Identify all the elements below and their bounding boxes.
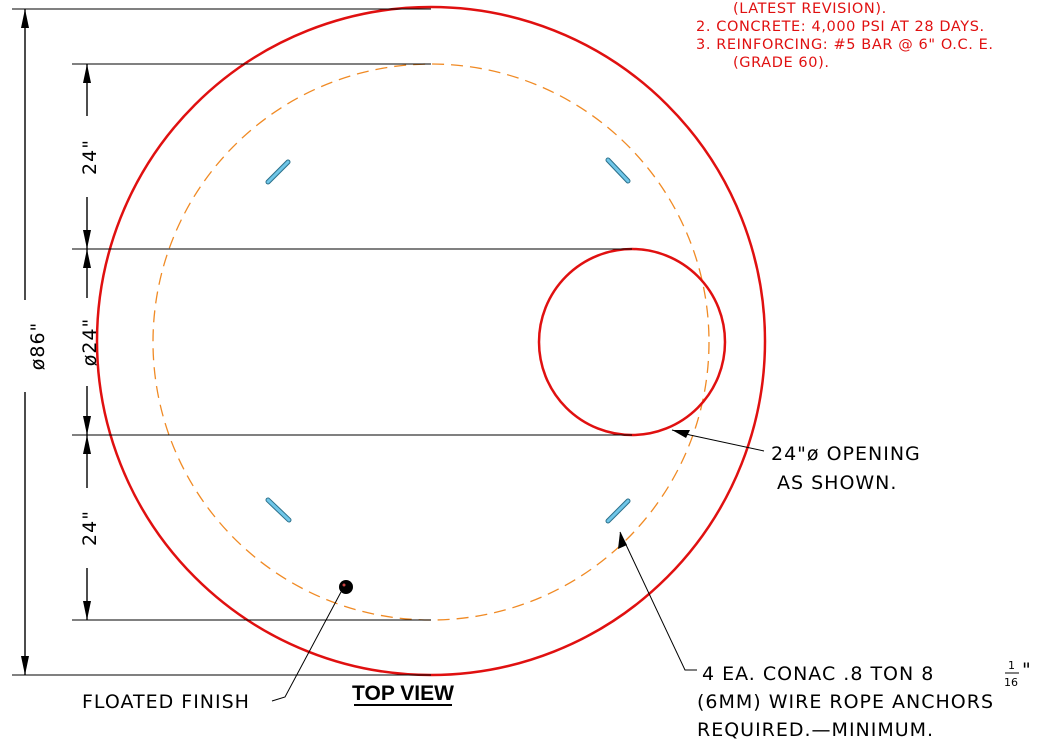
note-line-4: (GRADE 60). xyxy=(733,55,830,71)
dimension-overall-label: ø86" xyxy=(27,322,49,371)
dimension-opening-label: ø24" xyxy=(79,318,101,367)
anchor-top-left xyxy=(268,162,288,182)
callout-anchors-text: 4 EA. CONAC .8 TON 8 xyxy=(702,663,934,685)
callout-opening-line-1: 24"ø OPENING xyxy=(771,443,921,465)
callout-anchors-frac-num: 1 xyxy=(1008,659,1015,672)
note-line-3: 3. REINFORCING: #5 BAR @ 6" O.C. E. xyxy=(696,37,994,53)
leader-floated-finish xyxy=(272,592,341,701)
outer-slab-circle xyxy=(97,7,765,675)
anchor-top-right xyxy=(608,160,628,181)
note-line-1: (LATEST REVISION). xyxy=(733,1,887,17)
wire-rope-anchors xyxy=(268,160,628,521)
general-notes: (LATEST REVISION). 2. CONCRETE: 4,000 PS… xyxy=(696,1,994,71)
callout-anchors-line-3: REQUIRED.—MINIMUM. xyxy=(697,719,934,740)
note-line-2: 2. CONCRETE: 4,000 PSI AT 28 DAYS. xyxy=(696,19,985,35)
opening-circle xyxy=(539,249,725,435)
dimension-bottom-label: 24" xyxy=(79,510,101,546)
floated-finish-marker xyxy=(339,580,353,594)
callout-anchors-frac-den: 16 xyxy=(1004,676,1018,689)
callout-opening-line-2: AS SHOWN. xyxy=(777,472,897,494)
view-title: TOP VIEW xyxy=(352,682,454,705)
inner-hidden-circle xyxy=(153,64,709,620)
callout-anchors-inch: " xyxy=(1022,659,1032,681)
callout-floated-finish: FLOATED FINISH xyxy=(82,691,250,713)
dimension-opening: ø24" xyxy=(79,249,101,435)
callout-anchors-line-1: 4 EA. CONAC .8 TON 8 xyxy=(702,663,934,685)
dimension-top-label: 24" xyxy=(79,139,101,175)
dimension-bottom: 24" xyxy=(79,435,101,620)
leader-anchors xyxy=(618,532,697,670)
callout-anchors-line-2: (6MM) WIRE ROPE ANCHORS xyxy=(697,691,994,713)
anchor-bottom-left xyxy=(268,500,289,520)
dimension-overall: ø86" xyxy=(21,9,49,675)
dimension-top: 24" xyxy=(79,64,101,249)
anchor-bottom-right xyxy=(608,501,628,521)
